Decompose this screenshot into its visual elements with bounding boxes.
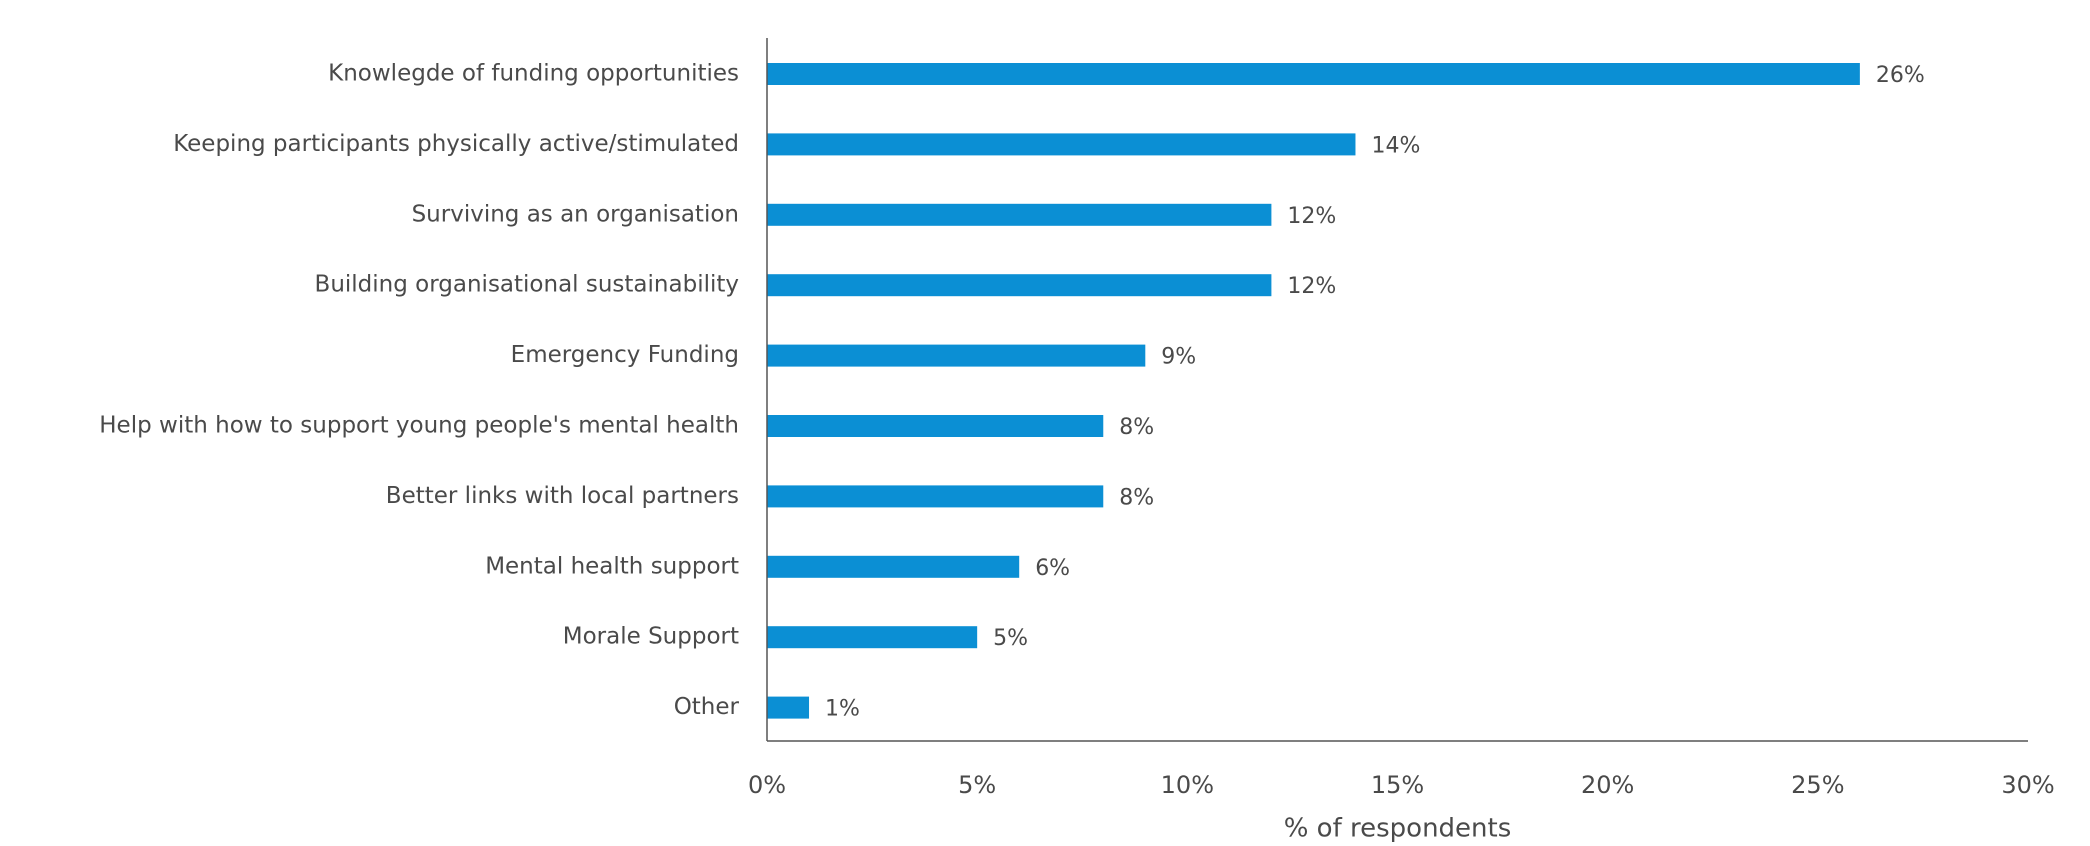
value-label: 8% xyxy=(1119,485,1154,510)
category-label: Better links with local partners xyxy=(386,483,739,509)
value-label: 8% xyxy=(1119,415,1154,440)
axes-layer xyxy=(766,38,2028,742)
value-label: 6% xyxy=(1035,556,1070,581)
bar-1 xyxy=(767,133,1356,156)
bar-3 xyxy=(767,274,1272,297)
bars-layer xyxy=(767,63,1860,719)
bar-7 xyxy=(767,555,1020,578)
bar-9 xyxy=(767,696,810,719)
bar-0 xyxy=(767,63,1860,85)
category-label: Surviving as an organisation xyxy=(412,201,739,227)
category-labels: Knowlegde of funding opportunities Keepin… xyxy=(99,61,739,721)
x-axis-title: % of respondents xyxy=(1284,814,1512,844)
value-label: 12% xyxy=(1287,204,1336,229)
category-label: Building organisational sustainability xyxy=(315,272,739,298)
category-label: Other xyxy=(674,694,740,720)
value-label: 1% xyxy=(825,697,860,722)
x-tick-label: 25% xyxy=(1791,771,1844,799)
value-label: 14% xyxy=(1371,133,1420,158)
value-label: 26% xyxy=(1876,63,1925,88)
value-labels: 26% 14% 12% 12% 9% 8% 8% 6% 5% 1% xyxy=(825,63,1925,722)
bar-6 xyxy=(767,485,1104,508)
x-tick-label: 0% xyxy=(748,771,786,799)
bar-5 xyxy=(767,415,1104,437)
x-tick-label: 20% xyxy=(1581,771,1634,799)
value-label: 12% xyxy=(1287,274,1336,299)
category-label: Morale Support xyxy=(563,624,739,650)
x-tick-label: 5% xyxy=(958,771,996,799)
value-label: 9% xyxy=(1161,345,1196,370)
category-label: Emergency Funding xyxy=(511,342,739,368)
category-label: Help with how to support young people's … xyxy=(99,413,739,439)
category-label: Mental health support xyxy=(485,553,739,579)
x-tick-label: 30% xyxy=(2001,771,2054,799)
category-label: Keeping participants physically active/s… xyxy=(173,131,739,157)
bar-2 xyxy=(767,203,1272,226)
x-tick-label: 15% xyxy=(1371,771,1424,799)
bar-8 xyxy=(767,626,978,649)
bar-4 xyxy=(767,344,1146,367)
x-tick-labels: 0% 5% 10% 15% 20% 25% 30% xyxy=(748,771,2055,799)
value-label: 5% xyxy=(993,626,1028,651)
x-tick-label: 10% xyxy=(1161,771,1214,799)
category-label: Knowlegde of funding opportunities xyxy=(328,61,739,87)
